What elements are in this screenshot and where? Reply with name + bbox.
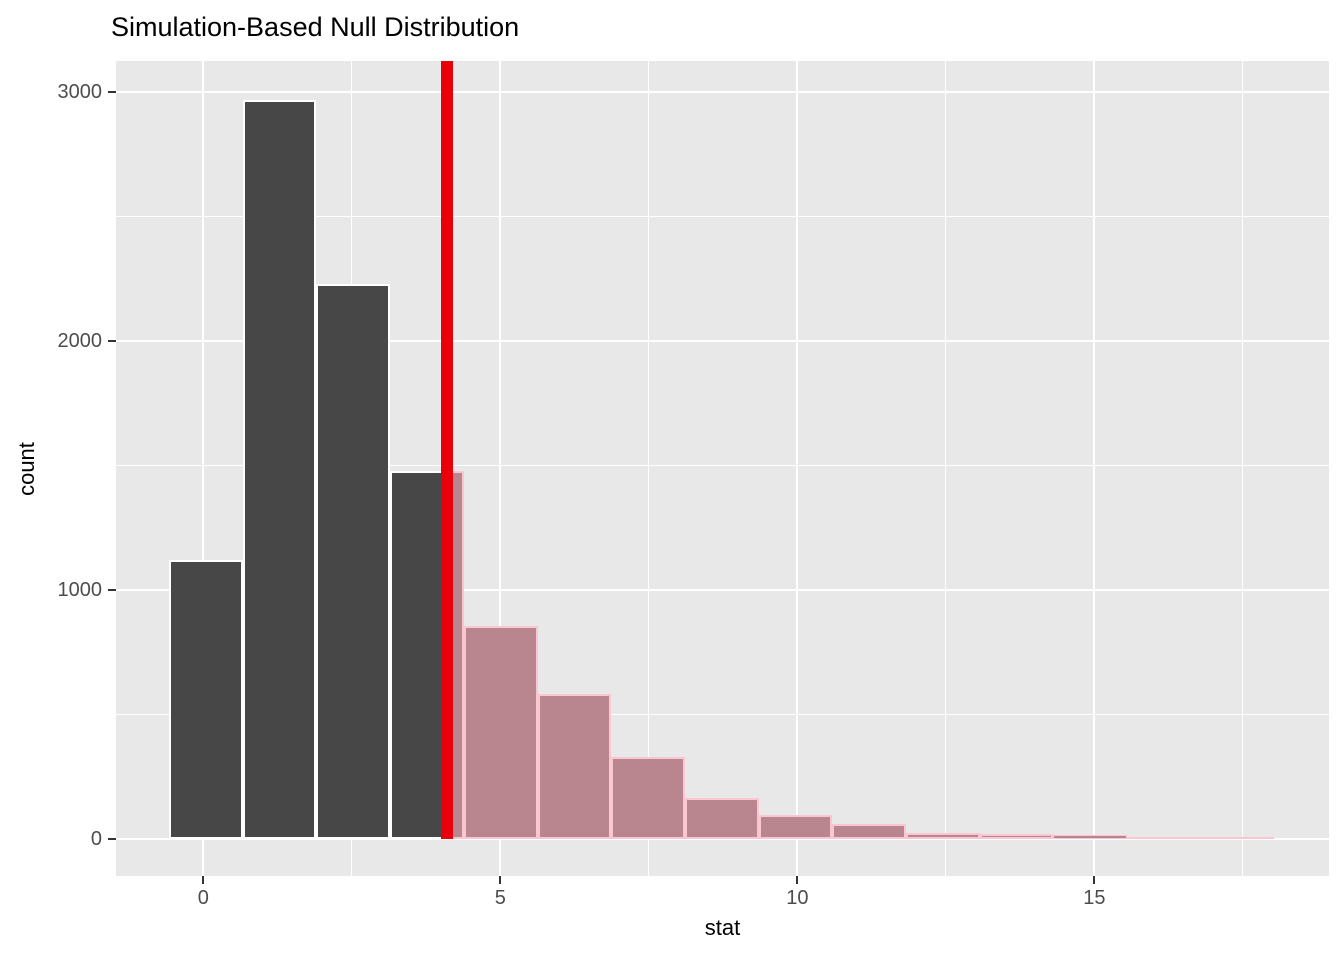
x-minor-gridline: [1242, 61, 1244, 876]
x-tick-label: 0: [197, 887, 209, 909]
histogram-bar-null: [390, 470, 447, 839]
observed-stat-line: [440, 61, 453, 839]
y-axis-title: count: [14, 441, 39, 496]
histogram-bar-pvalue: [685, 798, 759, 839]
y-tick-mark: [108, 837, 116, 840]
histogram-bar-null: [168, 559, 243, 839]
y-tick-label: 1000: [57, 578, 103, 601]
y-major-gridline: [116, 91, 1329, 94]
y-tick-mark: [108, 339, 116, 342]
y-tick-mark: [108, 588, 116, 591]
histogram-bar-pvalue: [464, 625, 538, 839]
y-minor-gridline: [116, 713, 1329, 715]
x-minor-gridline: [648, 61, 650, 876]
x-tick-label: 10: [786, 887, 809, 909]
y-tick-label: 2000: [57, 329, 103, 352]
x-major-gridline: [1093, 61, 1096, 876]
histogram-bar-pvalue: [1200, 837, 1275, 840]
y-tick-label: 3000: [57, 81, 103, 104]
histogram-bar-null: [242, 99, 317, 839]
x-tick-mark: [499, 876, 502, 884]
x-major-gridline: [796, 61, 799, 876]
x-major-gridline: [499, 61, 502, 876]
x-minor-gridline: [945, 61, 947, 876]
x-tick-mark: [796, 876, 799, 884]
histogram-bar-pvalue: [537, 694, 612, 839]
chart-title: Simulation-Based Null Distribution: [111, 12, 520, 42]
histogram-bar-pvalue: [832, 824, 907, 839]
x-major-gridline: [202, 61, 205, 876]
x-tick-mark: [1093, 876, 1096, 884]
y-major-gridline: [116, 339, 1329, 342]
x-tick-label: 15: [1083, 887, 1106, 909]
y-minor-gridline: [116, 216, 1329, 218]
y-tick-label: 0: [90, 827, 102, 850]
x-tick-label: 5: [494, 887, 506, 909]
y-minor-gridline: [116, 464, 1329, 466]
histogram-bar-pvalue: [906, 833, 980, 839]
histogram-bar-pvalue: [1127, 837, 1201, 840]
plot-panel: [116, 61, 1329, 876]
histogram-bar-pvalue: [611, 757, 686, 839]
y-major-gridline: [116, 588, 1329, 591]
histogram-bar-null: [316, 283, 391, 839]
histogram-bar-pvalue: [1053, 835, 1128, 839]
x-tick-mark: [202, 876, 205, 884]
y-major-gridline: [116, 837, 1329, 840]
histogram-bar-pvalue: [758, 815, 833, 839]
y-tick-mark: [108, 91, 116, 94]
histogram-bar-pvalue: [979, 833, 1054, 839]
x-axis-title: stat: [704, 915, 741, 940]
